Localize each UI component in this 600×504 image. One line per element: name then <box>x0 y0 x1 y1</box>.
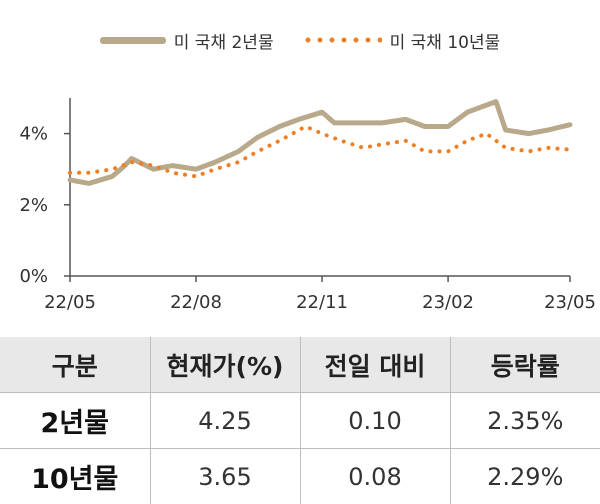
y-tick-label: 0% <box>19 266 48 287</box>
x-tick-label: 23/02 <box>422 292 474 313</box>
table-row: 10년물 3.65 0.08 2.29% <box>0 448 600 504</box>
legend-swatch-solid <box>99 36 166 44</box>
x-tick-label: 22/08 <box>170 292 222 313</box>
yield-line-chart: 0% 2% 4% 22/05 22/08 22/11 23/02 23/05 <box>19 98 596 313</box>
header-category: 구분 <box>0 337 151 393</box>
row-change: 0.08 <box>300 448 451 504</box>
series-line-2y <box>67 99 573 186</box>
row-change: 0.10 <box>300 392 451 449</box>
legend-item-10y: 미 국채 10년물 <box>301 28 501 53</box>
yield-table: 구분 현재가(%) 전일 대비 등락률 2년물 4.25 0.10 2.35% … <box>0 337 600 504</box>
row-label: 2년물 <box>0 392 151 449</box>
table-header-row: 구분 현재가(%) 전일 대비 등락률 <box>0 337 600 393</box>
x-tick-label: 22/11 <box>296 292 348 313</box>
y-tick-label: 4% <box>19 124 48 145</box>
row-label: 10년물 <box>0 448 151 504</box>
x-tick-label: 23/05 <box>544 292 596 313</box>
header-price: 현재가(%) <box>150 337 301 393</box>
header-change: 전일 대비 <box>300 337 451 393</box>
x-tick-label: 22/05 <box>44 292 96 313</box>
row-price: 4.25 <box>150 392 301 449</box>
legend-label-10y: 미 국채 10년물 <box>389 32 501 53</box>
table-row: 2년물 4.25 0.10 2.35% <box>0 392 600 449</box>
row-price: 3.65 <box>150 448 301 504</box>
row-rate: 2.29% <box>487 462 564 491</box>
legend-swatch-dotted <box>301 37 382 43</box>
row-rate: 2.35% <box>450 392 600 449</box>
chart-legend: 미 국채 2년물 미 국채 10년물 <box>0 22 600 58</box>
legend-item-2y: 미 국채 2년물 <box>99 28 274 53</box>
series-line-10y <box>68 124 572 179</box>
y-tick-label: 2% <box>19 195 48 216</box>
legend-label-2y: 미 국채 2년물 <box>173 32 274 53</box>
header-rate: 등락률 <box>450 337 600 393</box>
